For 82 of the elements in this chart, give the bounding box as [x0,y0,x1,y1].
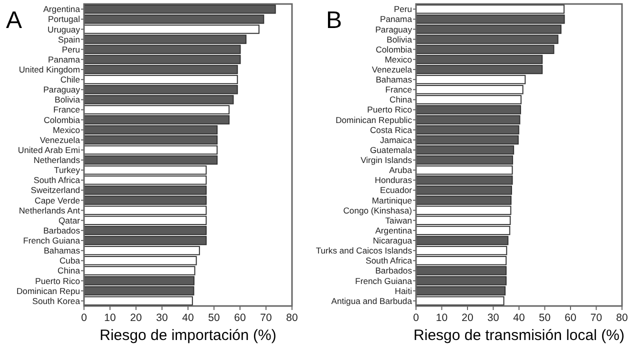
y-tick-label: United Kingdom [18,64,80,74]
x-tick-label: 40 [513,312,525,324]
y-tick-label: Bolivia [386,34,412,44]
y-tick-label: China [58,266,80,276]
chart-title: A [6,7,22,34]
y-tick-label: Cape Verde [34,195,80,206]
y-tick-label: Mexico [52,124,80,135]
y-tick-label: Puerto Rico [35,276,80,286]
y-tick-label: Jamaica [380,134,412,145]
y-tick-label: Argentina [375,225,412,236]
y-tick-label: Venezuela [40,134,80,145]
y-tick-label: Mexico [384,54,412,64]
y-tick-label: South Africa [366,256,412,266]
x-tick-label: 20 [130,312,142,324]
y-tick-label: Panama [380,14,412,24]
y-tick-label: Puerto Rico [367,104,412,115]
x-tick-label: 10 [104,312,116,324]
x-tick-label: 40 [182,312,194,324]
y-tick-label: Panama [48,54,80,64]
y-tick-label: Ecuador [380,185,412,196]
x-tick-label: 80 [616,312,628,324]
y-tick-label: Dominican Republic [336,114,413,125]
y-tick-label: Turkey [54,165,81,176]
y-tick-label: Spain [58,34,80,44]
x-tick-label: 30 [156,312,168,324]
y-tick-label: France [53,104,80,115]
x-axis-title: Riesgo de importación (%) [100,327,276,344]
y-tick-label: Martinique [372,195,412,206]
y-tick-label: Venezuela [372,64,412,74]
x-tick-label: 80 [286,312,298,324]
y-tick-label: Nicaragua [372,236,412,246]
y-tick-label: Netherlands [34,155,80,166]
y-tick-label: Bolivia [54,94,80,105]
y-tick-label: Netherlands Ant [18,205,81,216]
y-tick-label: French Guiana [355,276,412,286]
y-tick-label: Qatar [58,215,80,226]
y-tick-label: Barbados [43,225,80,236]
y-tick-label: Portugal [48,14,80,24]
y-tick-label: United Arab Emi [18,144,80,155]
x-tick-label: 60 [564,312,576,324]
x-tick-label: 50 [208,312,220,324]
y-tick-label: Peru [62,44,80,54]
x-tick-label: 60 [234,312,246,324]
x-axis-title: Riesgo de transmisión local (%) [414,327,624,344]
y-tick-label: Uruguay [48,24,81,34]
y-tick-label: South Korea [32,296,80,306]
y-tick-label: Paraguay [43,84,81,95]
x-tick-label: 10 [436,312,448,324]
y-tick-label: China [390,94,412,105]
y-tick-label: Taiwan [385,215,412,226]
y-tick-label: Congo (Kinshasa) [343,205,412,216]
y-tick-label: France [385,84,412,95]
y-tick-label: Chile [60,74,80,85]
x-tick-label: 70 [590,312,602,324]
y-tick-label: Colombia [44,114,80,125]
x-tick-label: 50 [538,312,551,324]
x-tick-label: 0 [81,312,88,324]
x-tick-label: 70 [260,312,272,324]
y-tick-label: Cuba [59,256,80,266]
x-tick-label: 0 [413,312,420,324]
y-tick-label: Guatemala [370,144,412,155]
x-tick-label: 30 [487,312,500,324]
y-tick-label: French Guiana [23,236,80,246]
y-tick-label: Honduras [374,175,412,186]
y-tick-label: Turks and Caicos Islands [316,246,412,256]
y-tick-label: Paraguay [375,24,413,34]
chart-title: B [326,7,342,34]
y-tick-label: Haiti [394,286,412,296]
y-tick-label: South Africa [34,175,80,186]
x-tick-label: 20 [462,312,474,324]
y-tick-label: Costa Rica [370,124,412,135]
y-tick-label: Barbados [375,266,412,276]
y-tick-label: Bahamas [376,74,412,85]
y-tick-label: Sweitzerland [30,185,80,196]
y-tick-label: Peru [394,4,412,14]
y-tick-label: Argentina [43,4,80,14]
y-tick-label: Virgin Islands [360,155,412,166]
y-tick-label: Aruba [389,165,412,176]
y-tick-label: Antigua and Barbuda [331,296,412,306]
y-tick-label: Bahamas [44,246,80,256]
y-tick-label: Dominican Repu [16,286,80,296]
y-tick-label: Colombia [376,44,412,54]
